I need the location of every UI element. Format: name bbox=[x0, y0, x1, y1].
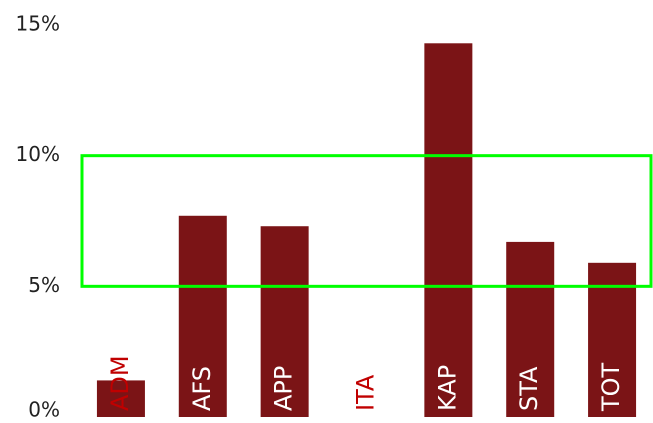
y-tick-label: 0% bbox=[28, 398, 60, 422]
y-tick-label: 5% bbox=[28, 273, 60, 297]
x-tick-label: STA bbox=[515, 366, 543, 411]
y-tick-label: 10% bbox=[16, 142, 60, 166]
bar bbox=[424, 43, 473, 417]
x-tick-label: ADM bbox=[106, 355, 134, 411]
bar bbox=[506, 241, 555, 417]
highlight-band bbox=[80, 154, 653, 288]
y-tick-label: 15% bbox=[16, 12, 60, 36]
x-tick-label: AFS bbox=[188, 366, 216, 411]
bar bbox=[260, 226, 309, 417]
x-tick-label: TOT bbox=[597, 362, 625, 412]
x-tick-label: APP bbox=[270, 366, 298, 411]
bar bbox=[178, 215, 227, 417]
x-tick-label: KAP bbox=[433, 365, 461, 411]
bar bbox=[588, 262, 637, 417]
bar bbox=[96, 380, 145, 417]
x-tick-label: ITA bbox=[352, 374, 380, 411]
